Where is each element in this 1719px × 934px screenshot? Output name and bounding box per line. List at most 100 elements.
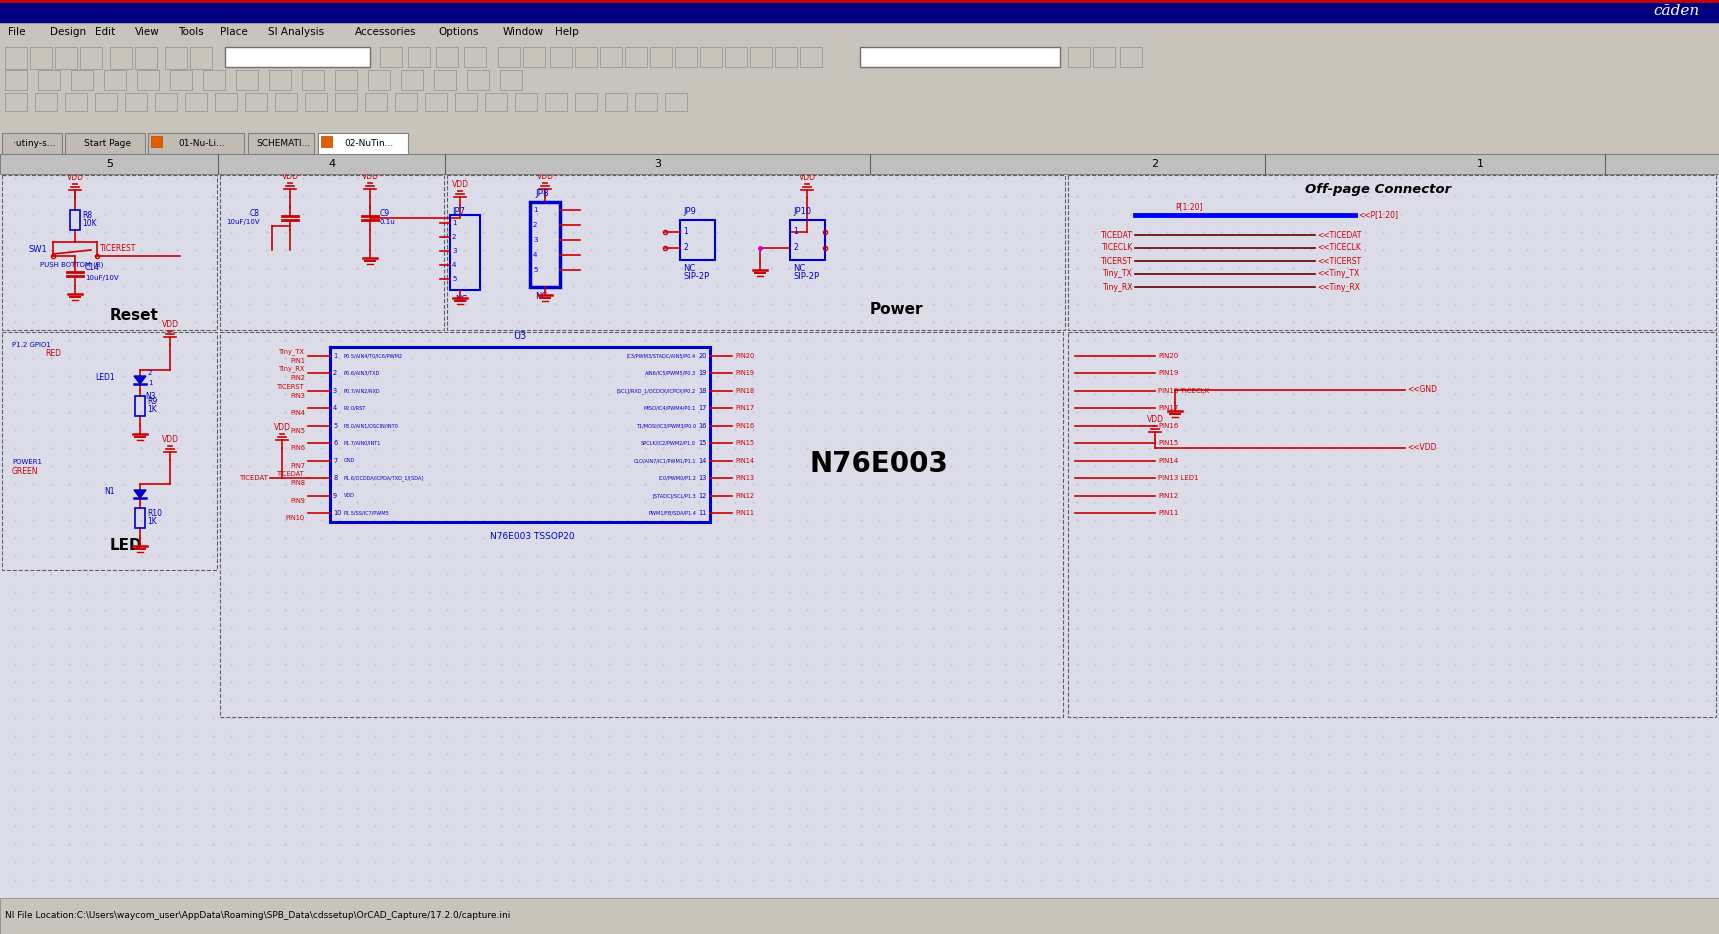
Text: VDD: VDD: [67, 173, 84, 182]
Text: 4: 4: [333, 405, 337, 411]
Text: 20: 20: [698, 353, 707, 359]
Text: P1.7/AIN0/INT1: P1.7/AIN0/INT1: [344, 441, 382, 446]
Text: <<TICERST: <<TICERST: [1317, 257, 1361, 265]
Text: 2: 2: [452, 234, 456, 240]
Bar: [700, 47, 722, 67]
Bar: [749, 47, 772, 67]
Text: 02-NuTin...: 02-NuTin...: [344, 138, 394, 148]
Text: TICEREST: TICEREST: [100, 244, 136, 253]
Text: MISO/IC4/PWM4/P0.1: MISO/IC4/PWM4/P0.1: [643, 405, 696, 411]
Text: Accessories: Accessories: [356, 27, 416, 37]
Bar: [545, 93, 567, 111]
Text: 10K: 10K: [83, 219, 96, 229]
Text: Tools: Tools: [179, 27, 205, 37]
Text: 2: 2: [533, 222, 538, 228]
Text: P2.0/RST: P2.0/RST: [344, 405, 366, 411]
Text: View: View: [136, 27, 160, 37]
Text: 4: 4: [328, 159, 335, 169]
Text: PIN13 LED1: PIN13 LED1: [1159, 475, 1198, 481]
Text: 16: 16: [698, 423, 707, 429]
Text: 2: 2: [1152, 159, 1159, 169]
Text: PIN10: PIN10: [285, 516, 304, 521]
Bar: [136, 396, 144, 416]
Text: PIN8: PIN8: [291, 480, 304, 487]
Text: Tiny_RX: Tiny_RX: [1102, 282, 1133, 291]
Bar: [437, 47, 457, 67]
Bar: [220, 175, 444, 330]
Bar: [450, 215, 480, 290]
Bar: [220, 332, 1062, 717]
Text: PIN16: PIN16: [1159, 423, 1179, 429]
Text: PIN4: PIN4: [291, 410, 304, 417]
Text: 5: 5: [107, 159, 113, 169]
Text: 2: 2: [148, 370, 153, 376]
Bar: [110, 47, 132, 69]
Bar: [650, 47, 672, 67]
Text: AIN6/IC5/PWM5/P0.3: AIN6/IC5/PWM5/P0.3: [645, 371, 696, 375]
Bar: [5, 93, 28, 111]
Bar: [676, 47, 696, 67]
Text: 4: 4: [533, 252, 538, 258]
Text: TICERST: TICERST: [1102, 257, 1133, 265]
Bar: [401, 70, 423, 90]
Text: 11: 11: [698, 510, 707, 517]
Text: RED: RED: [45, 348, 60, 358]
Text: NC: NC: [535, 292, 547, 301]
Text: SPCLK/IC2/PWM2/P1.0: SPCLK/IC2/PWM2/P1.0: [641, 441, 696, 446]
Text: CLO/AIN7/IC1/PWM1/P1.1: CLO/AIN7/IC1/PWM1/P1.1: [634, 459, 696, 463]
Text: POWER1: POWER1: [12, 459, 41, 465]
Bar: [433, 70, 456, 90]
Bar: [0, 132, 1719, 154]
Text: P0.5/AIN4/T0/IC6/PWM2: P0.5/AIN4/T0/IC6/PWM2: [344, 353, 404, 359]
Text: GND: GND: [344, 459, 356, 463]
Text: PIN14: PIN14: [736, 458, 755, 464]
Bar: [155, 93, 177, 111]
Bar: [335, 93, 358, 111]
Bar: [136, 508, 144, 528]
Text: IC3/PWM3/STADC/AIN5/P0.4: IC3/PWM3/STADC/AIN5/P0.4: [627, 353, 696, 359]
Bar: [574, 47, 596, 67]
Bar: [70, 210, 81, 230]
Bar: [215, 93, 237, 111]
Text: 17: 17: [698, 405, 707, 411]
Bar: [55, 47, 77, 69]
Bar: [268, 70, 291, 90]
Bar: [799, 47, 822, 67]
Text: 3: 3: [452, 248, 457, 254]
Text: P1.2 GPIO1: P1.2 GPIO1: [12, 342, 52, 348]
Text: 14: 14: [698, 458, 707, 464]
Polygon shape: [134, 490, 146, 498]
Bar: [148, 133, 244, 154]
Text: 10uF/10V: 10uF/10V: [84, 275, 119, 281]
Text: NI File Location:C:\Users\waycom_user\AppData\Roaming\SPB_Data\cdssetup\OrCAD_Ca: NI File Location:C:\Users\waycom_user\Ap…: [5, 912, 511, 921]
Bar: [380, 47, 402, 67]
Text: TICEDAT: TICEDAT: [239, 475, 268, 481]
Text: 7: 7: [333, 458, 337, 464]
Text: PIN17: PIN17: [736, 405, 755, 411]
Bar: [1121, 47, 1141, 67]
Text: P[1:20]: P[1:20]: [1176, 202, 1203, 211]
Text: VDD: VDD: [344, 493, 354, 498]
Bar: [550, 47, 572, 67]
Text: 1: 1: [148, 380, 153, 386]
Bar: [170, 70, 193, 90]
Text: 5: 5: [533, 267, 538, 273]
Bar: [368, 70, 390, 90]
Text: 2: 2: [682, 244, 688, 252]
Text: 19: 19: [698, 370, 707, 376]
Text: 1: 1: [533, 207, 538, 213]
Bar: [29, 47, 52, 69]
Text: N76E003 TSSOP20: N76E003 TSSOP20: [490, 532, 574, 541]
Text: 6: 6: [333, 440, 337, 446]
Text: PIN12: PIN12: [736, 493, 755, 499]
Text: T1/MOSI/IC3/PWM3/P0.0: T1/MOSI/IC3/PWM3/P0.0: [636, 423, 696, 429]
Text: PIN3: PIN3: [291, 393, 304, 399]
Bar: [236, 70, 258, 90]
Text: NC: NC: [792, 264, 804, 273]
Bar: [1067, 332, 1716, 717]
Text: 15: 15: [698, 440, 707, 446]
Text: SCHEMATI...: SCHEMATI...: [256, 138, 309, 148]
Text: LED1: LED1: [95, 373, 115, 381]
Text: P0.7/AIN2/RXD: P0.7/AIN2/RXD: [344, 389, 380, 393]
Text: N1: N1: [105, 487, 115, 496]
